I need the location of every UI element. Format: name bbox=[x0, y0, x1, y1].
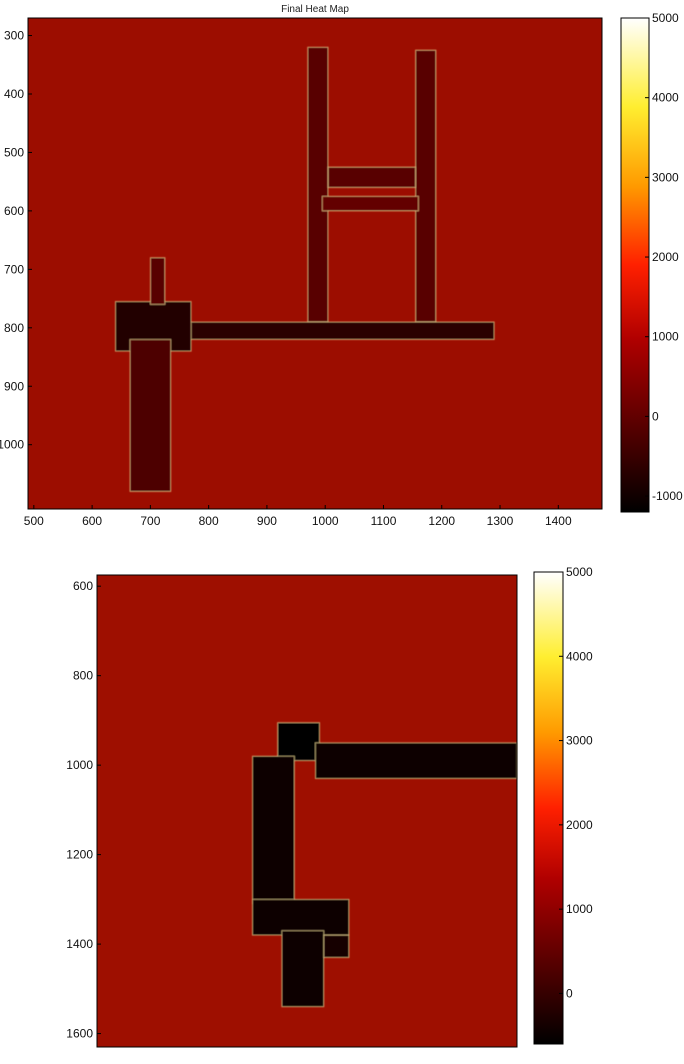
y-tick-label: 1600 bbox=[66, 1027, 93, 1041]
x-tick-label: 800 bbox=[199, 514, 219, 528]
heatmap-region-left-top-stub bbox=[149, 257, 166, 305]
y-tick-label: 800 bbox=[73, 669, 93, 683]
colorbar-tick-label: 2000 bbox=[566, 818, 593, 832]
heatmap-region-right-arm bbox=[314, 742, 518, 779]
heatmap-region-lower-block bbox=[251, 898, 350, 936]
colorbar-tick-label: 4000 bbox=[652, 91, 679, 105]
colorbar-tick-label: 5000 bbox=[566, 565, 593, 579]
heatmap-region-bottom-stem bbox=[281, 930, 325, 1008]
colorbar-top bbox=[620, 17, 650, 513]
colorbar-tick-label: -1000 bbox=[652, 489, 683, 503]
colorbar-tick-label: 1000 bbox=[652, 330, 679, 344]
chart-title: Final Heat Map bbox=[281, 4, 349, 15]
y-tick-label: 1400 bbox=[66, 937, 93, 951]
colorbar-tick-label: 1000 bbox=[566, 902, 593, 916]
x-tick-label: 1200 bbox=[428, 514, 455, 528]
colorbar-bottom bbox=[533, 571, 564, 1045]
heatmap-region-top-hub bbox=[277, 722, 321, 762]
colorbar-tick-label: 0 bbox=[652, 409, 659, 423]
heatmap-bottom: 600 800 1000 1200 1400 1600 0 1000 2000 3000 4000… bbox=[66, 565, 593, 1048]
colorbar-tick-label: 3000 bbox=[566, 734, 593, 748]
x-tick-label: 600 bbox=[82, 514, 102, 528]
heatmap-region-upper-crossbar bbox=[327, 166, 416, 188]
y-tick-label: 600 bbox=[73, 579, 93, 593]
y-tick-label: 1200 bbox=[66, 848, 93, 862]
heatmap-region-left-stem bbox=[129, 339, 172, 492]
y-tick-label: 500 bbox=[4, 145, 24, 159]
y-tick-label: 1000 bbox=[0, 438, 24, 452]
x-tick-label: 1300 bbox=[487, 514, 514, 528]
x-tick-label: 1400 bbox=[545, 514, 572, 528]
x-tick-label: 1000 bbox=[312, 514, 339, 528]
y-tick-label: 400 bbox=[4, 87, 24, 101]
x-tick-label: 700 bbox=[140, 514, 160, 528]
heatmap-region-bottom-right-nub bbox=[323, 934, 350, 958]
colorbar-tick-label: 2000 bbox=[652, 250, 679, 264]
y-tick-label: 1000 bbox=[66, 758, 93, 772]
heatmap-top-frame bbox=[27, 17, 603, 510]
colorbar-tick-label: 0 bbox=[566, 986, 573, 1000]
colorbar-tick-label: 3000 bbox=[652, 170, 679, 184]
y-tick-label: 900 bbox=[4, 379, 24, 393]
heatmap-region-right-column bbox=[415, 49, 437, 323]
y-tick-label: 800 bbox=[4, 321, 24, 335]
y-tick-label: 300 bbox=[4, 29, 24, 43]
heatmap-bottom-frame bbox=[96, 574, 518, 1048]
x-tick-label: 500 bbox=[24, 514, 44, 528]
heatmap-region-lower-crossbar bbox=[321, 195, 419, 212]
y-tick-label: 600 bbox=[4, 204, 24, 218]
heatmap-region-left-column bbox=[307, 46, 329, 323]
heatmap-top: Final Heat Map 500 600 700 800 900 1000 1100 12… bbox=[0, 4, 683, 528]
x-tick-label: 900 bbox=[257, 514, 277, 528]
x-tick-label: 1100 bbox=[371, 514, 397, 528]
colorbar-tick-label: 4000 bbox=[566, 649, 593, 663]
colorbar-tick-label: 5000 bbox=[652, 11, 679, 25]
y-tick-label: 700 bbox=[4, 262, 24, 276]
heatmap-region-down-corridor bbox=[251, 755, 295, 905]
